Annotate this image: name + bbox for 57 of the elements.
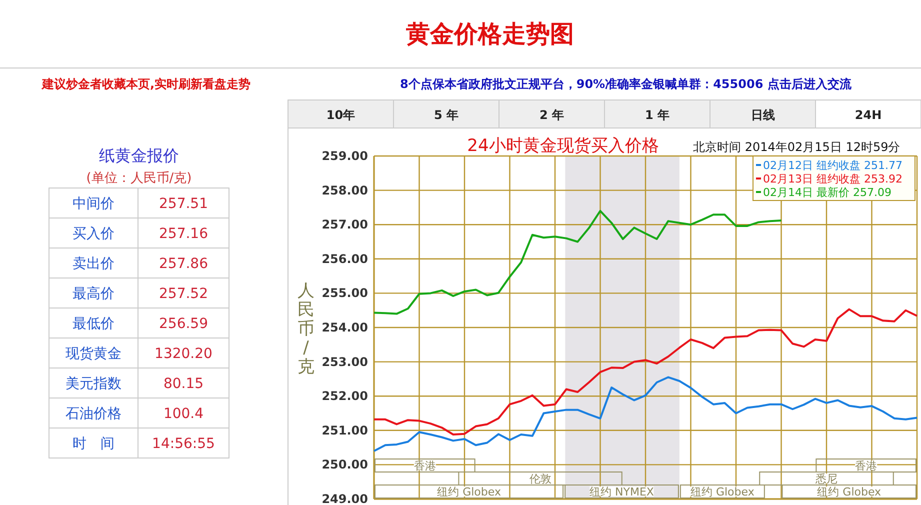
legend-label: 02月14日 最新价 257.09 bbox=[763, 186, 892, 199]
legend-label: 02月12日 纽约收盘 251.77 bbox=[763, 159, 902, 172]
y-tick-label: 257.00 bbox=[322, 218, 368, 232]
text: 257.86 bbox=[159, 256, 208, 272]
text: 纸黄金报价 bbox=[99, 146, 179, 165]
y-tick-label: 250.00 bbox=[322, 458, 368, 472]
text: 8个点保本省政府批文正规平台，90%准确率金银喊单群：455006 点击后进入交流 bbox=[400, 77, 852, 91]
chart-title: 黄金价格走势图 bbox=[405, 20, 574, 48]
y-axis-title: 人民币/克 bbox=[298, 281, 314, 377]
y-tick-label: 259.00 bbox=[322, 149, 368, 163]
text: 北京时间 2014年02月15日 12时59分 bbox=[693, 140, 900, 154]
y-tick-label: 254.00 bbox=[322, 320, 368, 334]
y-tick-label: 258.00 bbox=[322, 183, 368, 198]
category-label: 现货黄金 bbox=[66, 346, 122, 362]
text: (单位：人民币/克) bbox=[86, 171, 192, 186]
y-tick-label: 255.00 bbox=[322, 286, 368, 300]
chart-subtitle: 24小时黄金现货买入价格 bbox=[467, 136, 659, 156]
text: 1 年 bbox=[644, 108, 670, 122]
text: 257.51 bbox=[159, 196, 208, 212]
text: 10年 bbox=[326, 108, 356, 122]
y-tick-label: 251.00 bbox=[322, 423, 368, 438]
annotation: 香港 bbox=[414, 460, 436, 472]
text: 14:56:55 bbox=[152, 436, 215, 452]
annotation: 纽约 NYMEX bbox=[590, 486, 654, 498]
text: 257.16 bbox=[159, 226, 208, 242]
category-label: 最高价 bbox=[72, 286, 114, 302]
line-series bbox=[373, 210, 782, 315]
y-tick-label: 249.00 bbox=[322, 492, 368, 505]
annotation: 纽约 Globex bbox=[437, 486, 502, 498]
line-series bbox=[373, 376, 918, 452]
category-label: 买入价 bbox=[72, 226, 114, 242]
text: 建议炒金者收藏本页,实时刷新看盘走势 bbox=[41, 77, 251, 91]
annotation: 纽约 Globex bbox=[690, 486, 755, 498]
category-label: 最低价 bbox=[72, 316, 114, 332]
y-tick-label: 252.00 bbox=[322, 389, 368, 404]
y-tick-label: 253.00 bbox=[322, 354, 368, 369]
category-label: 中间价 bbox=[72, 196, 114, 212]
text: 80.15 bbox=[163, 376, 204, 392]
category-label: 美元指数 bbox=[66, 376, 122, 392]
annotation: 香港 bbox=[855, 460, 878, 472]
category-label: 时 间 bbox=[72, 436, 114, 452]
annotation: 悉尼 bbox=[814, 472, 838, 486]
category-label: 石油价格 bbox=[66, 406, 122, 422]
text: 2 年 bbox=[539, 108, 564, 122]
text: 24H bbox=[854, 108, 882, 122]
category-label: 卖出价 bbox=[72, 256, 114, 272]
annotation: 纽约 Globex bbox=[817, 486, 882, 498]
annotation: 伦敦 bbox=[529, 472, 552, 486]
text: 256.59 bbox=[159, 316, 208, 332]
line-series bbox=[373, 308, 918, 436]
legend-label: 02月13日 纽约收盘 253.92 bbox=[763, 172, 902, 186]
y-tick-label: 256.00 bbox=[322, 252, 368, 266]
text: 5 年 bbox=[434, 108, 459, 122]
text: 100.4 bbox=[163, 406, 204, 422]
text: 257.52 bbox=[159, 286, 208, 302]
text: 1320.20 bbox=[154, 346, 212, 362]
text: 日线 bbox=[750, 108, 775, 122]
